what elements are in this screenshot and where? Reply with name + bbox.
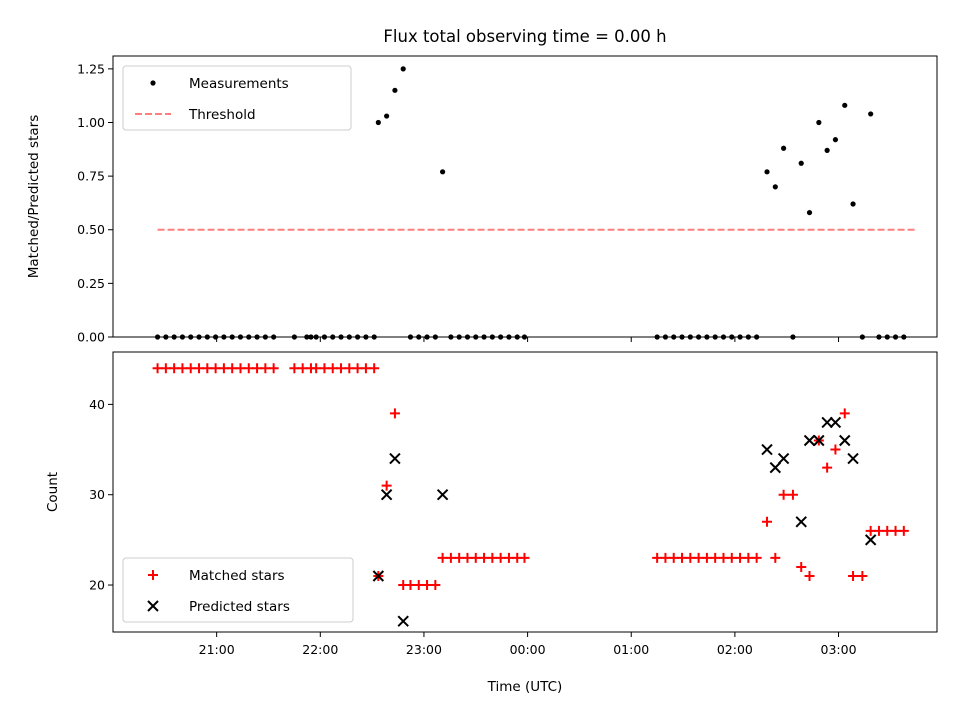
legend-1: Matched stars Predicted stars bbox=[122, 557, 354, 623]
y-axis-label-1: Count bbox=[45, 472, 61, 512]
matched-stars-point-66 bbox=[830, 444, 841, 455]
axes-frame-0 bbox=[112, 55, 938, 338]
matched-stars-point-61 bbox=[787, 489, 798, 500]
legend-box-1 bbox=[122, 557, 354, 623]
measurements-point-28 bbox=[392, 87, 398, 93]
count-panel: 20 30 40 21:00 22:00 23:00 00:00 01:00 02:00 03:0… bbox=[45, 351, 938, 657]
matched-stars-point-58 bbox=[762, 516, 773, 527]
x-tick-label-2: 23:00 bbox=[406, 642, 442, 657]
matched-stars-point-65 bbox=[822, 462, 833, 473]
y-axis-label-0: Matched/Predicted stars bbox=[26, 115, 42, 278]
measurements-point-68 bbox=[850, 201, 856, 207]
matched-stars-point-33 bbox=[430, 580, 441, 591]
matched-stars-point-62 bbox=[796, 561, 807, 572]
predicted-stars-point-14 bbox=[847, 452, 859, 465]
matched-stars-point-63 bbox=[804, 571, 815, 581]
x-tick-label-6: 03:00 bbox=[821, 642, 857, 657]
predicted-stars-point-6 bbox=[769, 461, 782, 474]
matched-stars-point-27 bbox=[381, 480, 392, 491]
measurements-point-60 bbox=[781, 145, 787, 151]
predicted-stars-point-13 bbox=[839, 434, 851, 447]
x-tick-label-4: 01:00 bbox=[613, 642, 649, 657]
predicted-stars-point-8 bbox=[795, 516, 807, 528]
y-tick-label-1-2: 40 bbox=[89, 397, 105, 412]
predicted-stars-point-12 bbox=[829, 416, 842, 429]
y-tick-label-0-2: 0.50 bbox=[77, 222, 105, 237]
predicted-stars-point-9 bbox=[803, 434, 816, 447]
measurements-point-66 bbox=[832, 137, 839, 143]
ratio-panel: 0.00 0.25 0.50 0.75 1.00 1.25 Matched/Predicte… bbox=[26, 55, 938, 345]
measurements-point-29 bbox=[400, 66, 406, 72]
legend-label-0-1: Threshold bbox=[188, 107, 256, 123]
y-tick-label-0-3: 0.75 bbox=[77, 169, 105, 184]
axes-frame-1 bbox=[112, 351, 938, 633]
matched-stars-point-14 bbox=[268, 363, 279, 374]
chart-title: Flux total observing time = 0.00 h bbox=[383, 27, 666, 46]
x-tick-label-3: 00:00 bbox=[510, 642, 546, 657]
legend-marker-1-0 bbox=[148, 570, 158, 580]
measurements-point-27 bbox=[384, 113, 390, 119]
matched-stars-point-59 bbox=[770, 552, 781, 563]
predicted-stars-point-0 bbox=[372, 570, 385, 582]
legend-label-1-0: Matched stars bbox=[189, 568, 285, 584]
matched-stars-point-67 bbox=[839, 408, 850, 419]
x-axis-label: Time (UTC) bbox=[487, 679, 563, 695]
legend-marker-1-1 bbox=[147, 600, 159, 612]
matched-stars-point-28 bbox=[389, 408, 400, 419]
x-tick-label-5: 02:00 bbox=[717, 642, 753, 657]
y-tick-label-1-0: 20 bbox=[89, 578, 105, 593]
predicted-stars-point-3 bbox=[397, 615, 409, 627]
matched-stars-point-44 bbox=[519, 552, 530, 563]
predicted-stars-point-11 bbox=[821, 416, 833, 429]
matched-stars-point-60 bbox=[778, 489, 789, 500]
matched-stars-point-68 bbox=[848, 571, 859, 581]
matched-stars-point-25 bbox=[369, 363, 380, 374]
predicted-stars-point-1 bbox=[380, 489, 393, 501]
y-tick-label-0-1: 0.25 bbox=[77, 276, 105, 291]
x-tick-label-0: 21:00 bbox=[199, 642, 235, 657]
predicted-stars-point-10 bbox=[813, 434, 825, 447]
legend-box-0 bbox=[122, 65, 352, 131]
y-tick-label-0-5: 1.25 bbox=[77, 61, 105, 76]
measurements-point-67 bbox=[842, 102, 848, 108]
y-tick-label-0-0: 0.00 bbox=[77, 330, 105, 345]
legend-0: Measurements Threshold bbox=[122, 65, 352, 131]
predicted-stars-point-2 bbox=[389, 452, 401, 465]
measurements-point-64 bbox=[816, 119, 822, 126]
matched-stars-point-74 bbox=[898, 525, 909, 536]
predicted-stars-point-5 bbox=[761, 443, 773, 456]
measurements-point-59 bbox=[772, 184, 778, 190]
legend-label-0-0: Measurements bbox=[189, 76, 289, 92]
measurements-point-65 bbox=[824, 147, 830, 153]
y-tick-label-1-1: 30 bbox=[89, 487, 105, 502]
predicted-stars-point-7 bbox=[777, 452, 790, 465]
legend-label-1-1: Predicted stars bbox=[189, 599, 290, 615]
measurements-point-62 bbox=[798, 160, 804, 166]
matched-stars-point-57 bbox=[751, 552, 762, 563]
legend-marker-0-0 bbox=[150, 80, 156, 86]
x-tick-label-1: 22:00 bbox=[302, 642, 338, 657]
predicted-stars-point-15 bbox=[864, 534, 877, 546]
measurements-point-58 bbox=[764, 169, 770, 175]
matched-stars-point-69 bbox=[857, 571, 868, 581]
measurements-point-34 bbox=[440, 169, 446, 175]
y-tick-label-0-4: 1.00 bbox=[77, 115, 105, 130]
measurements-point-70 bbox=[868, 111, 874, 117]
measurements-point-26 bbox=[375, 119, 381, 126]
measurements-point-63 bbox=[806, 209, 813, 216]
predicted-stars-point-4 bbox=[436, 489, 449, 501]
